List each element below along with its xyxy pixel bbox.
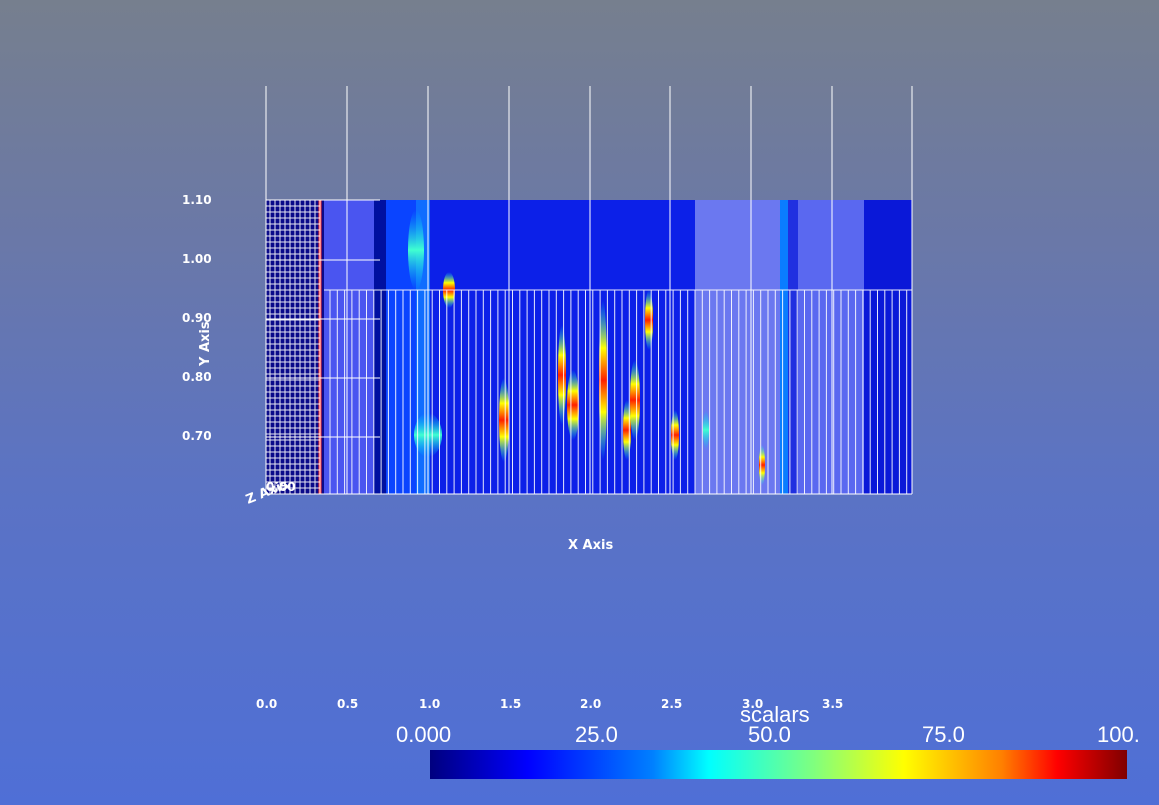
y-tick: 0.70 (182, 429, 212, 443)
x-tick: 1.0 (419, 697, 440, 711)
x-tick: 0.5 (337, 697, 358, 711)
x-axis-title: X Axis (568, 538, 613, 553)
y-tick: 0.90 (182, 311, 212, 325)
x-tick: 1.5 (500, 697, 521, 711)
y-axis-title: Y Axis (198, 321, 213, 367)
x-tick: 2.5 (661, 697, 682, 711)
y-tick: 1.10 (182, 193, 212, 207)
y-tick-labels: 1.10 1.00 0.90 0.80 0.70 (182, 193, 212, 443)
x-tick-labels: 0.0 0.5 1.0 1.5 2.0 2.5 3.0 3.5 (256, 697, 843, 711)
x-tick: 3.5 (822, 697, 843, 711)
x-tick: 2.0 (580, 697, 601, 711)
y-tick: 0.80 (182, 370, 212, 384)
x-tick: 3.0 (742, 697, 763, 711)
scalar-field (266, 200, 912, 494)
y-grid-lines (265, 199, 380, 494)
x-tick: 0.0 (256, 697, 277, 711)
z-tick: 0.00 (266, 480, 296, 494)
fine-grid (266, 200, 912, 494)
y-tick: 1.00 (182, 252, 212, 266)
